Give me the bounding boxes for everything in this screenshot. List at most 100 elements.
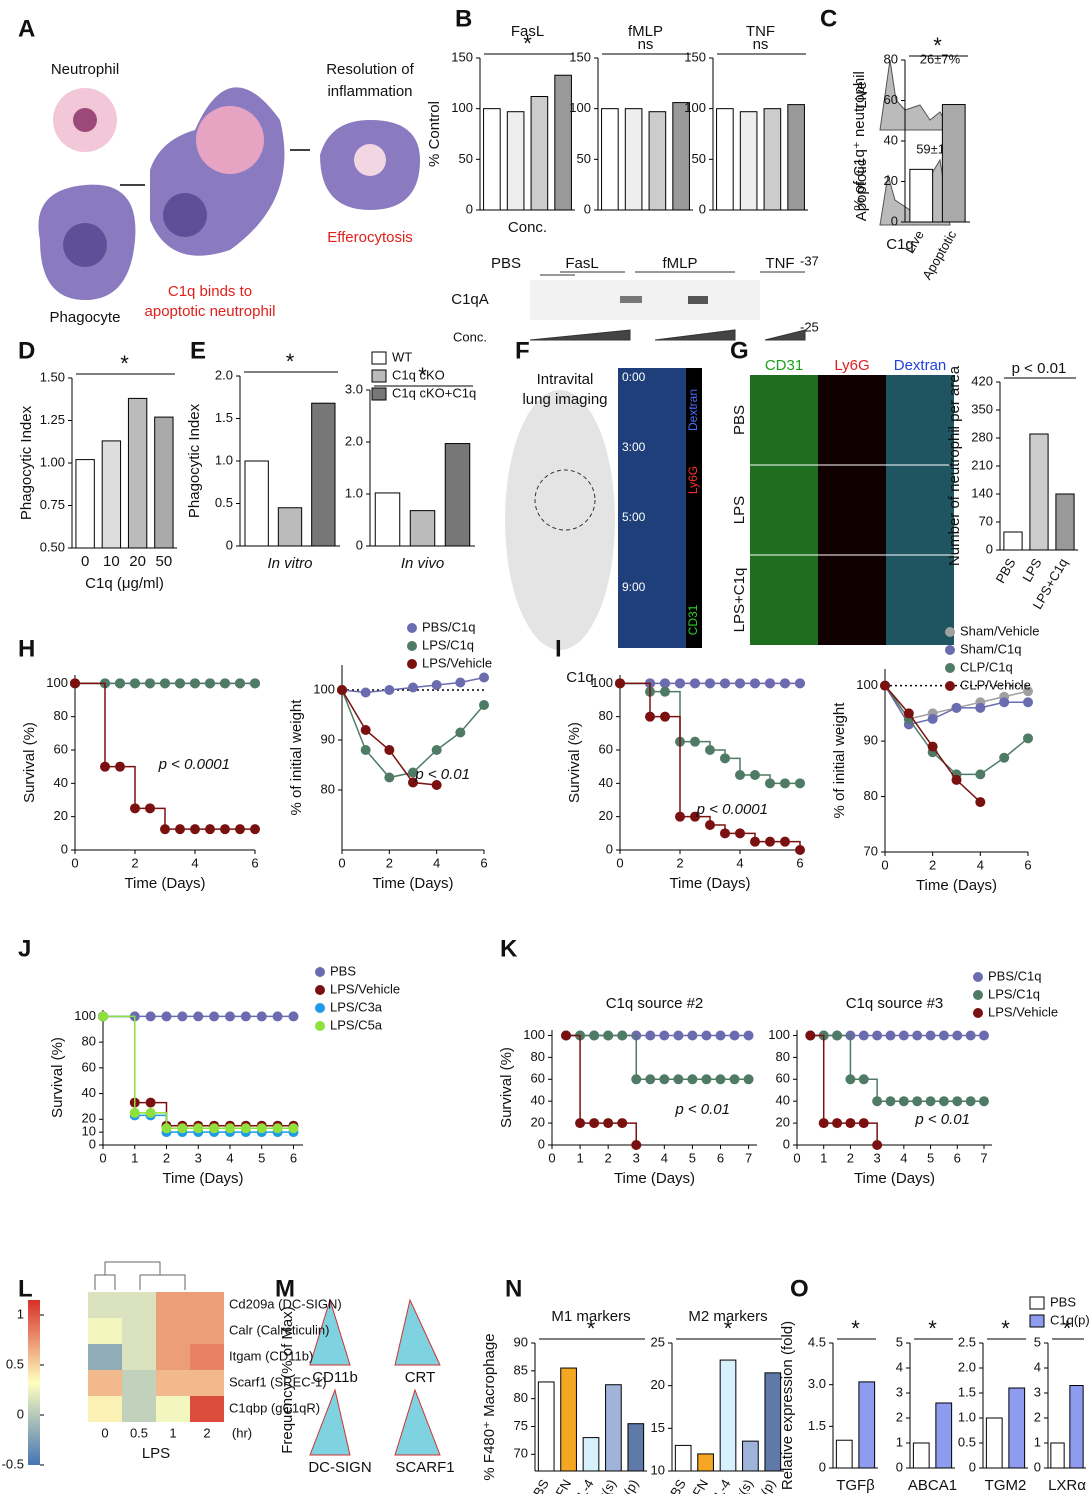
- legend-marker: [315, 1021, 325, 1031]
- point: [455, 677, 466, 688]
- y-tick-label: 80: [321, 781, 335, 796]
- x-tick-label: 10: [103, 553, 120, 570]
- legend-label: LPS/C1q: [988, 986, 1040, 1001]
- y-tick-label: 150: [451, 49, 473, 64]
- bar: [582, 1437, 600, 1472]
- point: [575, 1118, 586, 1129]
- y-tick-label: 1: [1034, 1434, 1041, 1449]
- y-tick-label: 20: [54, 808, 68, 823]
- point: [384, 685, 395, 695]
- bar: [1050, 1442, 1065, 1469]
- y-tick-label: 40: [531, 1093, 545, 1108]
- chart-title: fMLP: [628, 23, 663, 40]
- y-tick-label: 0.5: [958, 1434, 976, 1449]
- x-tick-label: 3: [633, 1150, 640, 1165]
- label: Efferocytosis: [327, 229, 413, 246]
- x-tick-label: 2: [386, 855, 393, 870]
- y-axis-label: Number of neutrophil per area: [946, 365, 963, 566]
- y-tick-label: 4: [896, 1359, 903, 1374]
- point: [938, 1096, 949, 1107]
- point: [765, 678, 775, 689]
- bar: [605, 1384, 622, 1472]
- y-tick-label: 70: [979, 513, 993, 528]
- point: [384, 745, 395, 755]
- point: [1023, 733, 1033, 744]
- colorbar-label: 0.5: [6, 1356, 24, 1371]
- point: [872, 1140, 883, 1150]
- label: FasL: [565, 255, 598, 272]
- series-line: [810, 1034, 878, 1145]
- annotation: *: [120, 351, 129, 376]
- point: [750, 836, 760, 847]
- annotation: ns: [753, 36, 769, 53]
- legend-label: LPS/C1q: [422, 637, 474, 652]
- y-axis-label: Phagocytic Index: [18, 405, 35, 520]
- point: [224, 1011, 235, 1022]
- point: [729, 1030, 740, 1041]
- y-tick-label: 1.0: [958, 1409, 976, 1424]
- y-tick-label: 60: [599, 741, 613, 756]
- y-tick-label: 2: [1034, 1409, 1041, 1424]
- bar: [277, 507, 303, 547]
- point: [872, 1030, 883, 1041]
- y-tick-label: 80: [884, 51, 898, 66]
- point: [240, 1123, 251, 1134]
- y-tick-label: 70: [864, 843, 878, 858]
- point: [250, 678, 260, 689]
- annotation: *: [286, 349, 295, 374]
- y-tick-label: 20: [599, 808, 613, 823]
- x-tick-label: 0: [338, 855, 345, 870]
- heatmap-cell: [156, 1370, 190, 1396]
- panel-letter: I: [555, 635, 562, 662]
- y-tick-label: 100: [591, 675, 613, 690]
- point: [720, 828, 730, 839]
- x-tick-label: 0: [81, 553, 89, 570]
- legend-label: LPS/Vehicle: [422, 655, 492, 670]
- point: [750, 678, 760, 689]
- point: [240, 1011, 251, 1022]
- heatmap-cell: [122, 1396, 156, 1422]
- point: [927, 713, 938, 724]
- heatmap-cell: [88, 1370, 122, 1396]
- bar: [672, 102, 690, 211]
- y-tick-label: 2.0: [345, 433, 363, 448]
- point: [589, 1118, 600, 1129]
- y-tick-label: 100: [569, 100, 591, 115]
- x-axis-label: Time (Days): [916, 877, 997, 894]
- bar: [912, 1442, 930, 1469]
- annotation: *: [418, 363, 427, 388]
- bar: [1055, 493, 1075, 551]
- point: [220, 824, 230, 835]
- point: [765, 778, 775, 789]
- x-tick-label: IL-4: [709, 1477, 733, 1494]
- point: [675, 678, 685, 689]
- point: [561, 1030, 572, 1041]
- bar: [716, 108, 734, 211]
- legend-marker: [945, 645, 955, 655]
- label: DC-SIGN: [308, 1459, 371, 1476]
- x-tick-label: 6: [480, 855, 487, 870]
- x-tick-label: 4: [661, 1150, 668, 1165]
- point: [130, 678, 140, 689]
- x-tick-label: PBS: [993, 555, 1019, 585]
- y-tick-label: 10: [82, 1124, 96, 1139]
- y-tick-label: 40: [884, 132, 898, 147]
- point: [845, 1118, 856, 1129]
- heatmap-cell: [122, 1370, 156, 1396]
- x-tick-label: 0: [616, 855, 623, 870]
- legend-label: PBS: [330, 963, 356, 978]
- heatmap-cell: [122, 1318, 156, 1344]
- x-tick-label: 5: [258, 1150, 265, 1165]
- point: [885, 1030, 896, 1041]
- bar: [374, 492, 401, 547]
- bar: [530, 96, 549, 211]
- y-axis-label: % Control: [426, 101, 443, 167]
- legend-swatch: [1029, 1314, 1045, 1328]
- point: [687, 1074, 698, 1085]
- label: Frequency (% of Max): [279, 1306, 296, 1454]
- x-tick-label: 2: [131, 855, 138, 870]
- series-line: [566, 1034, 637, 1145]
- x-axis-label: TGM2: [985, 1477, 1027, 1494]
- y-axis-label: % of C1q⁺ neutrophil: [851, 71, 868, 211]
- band: [620, 296, 642, 303]
